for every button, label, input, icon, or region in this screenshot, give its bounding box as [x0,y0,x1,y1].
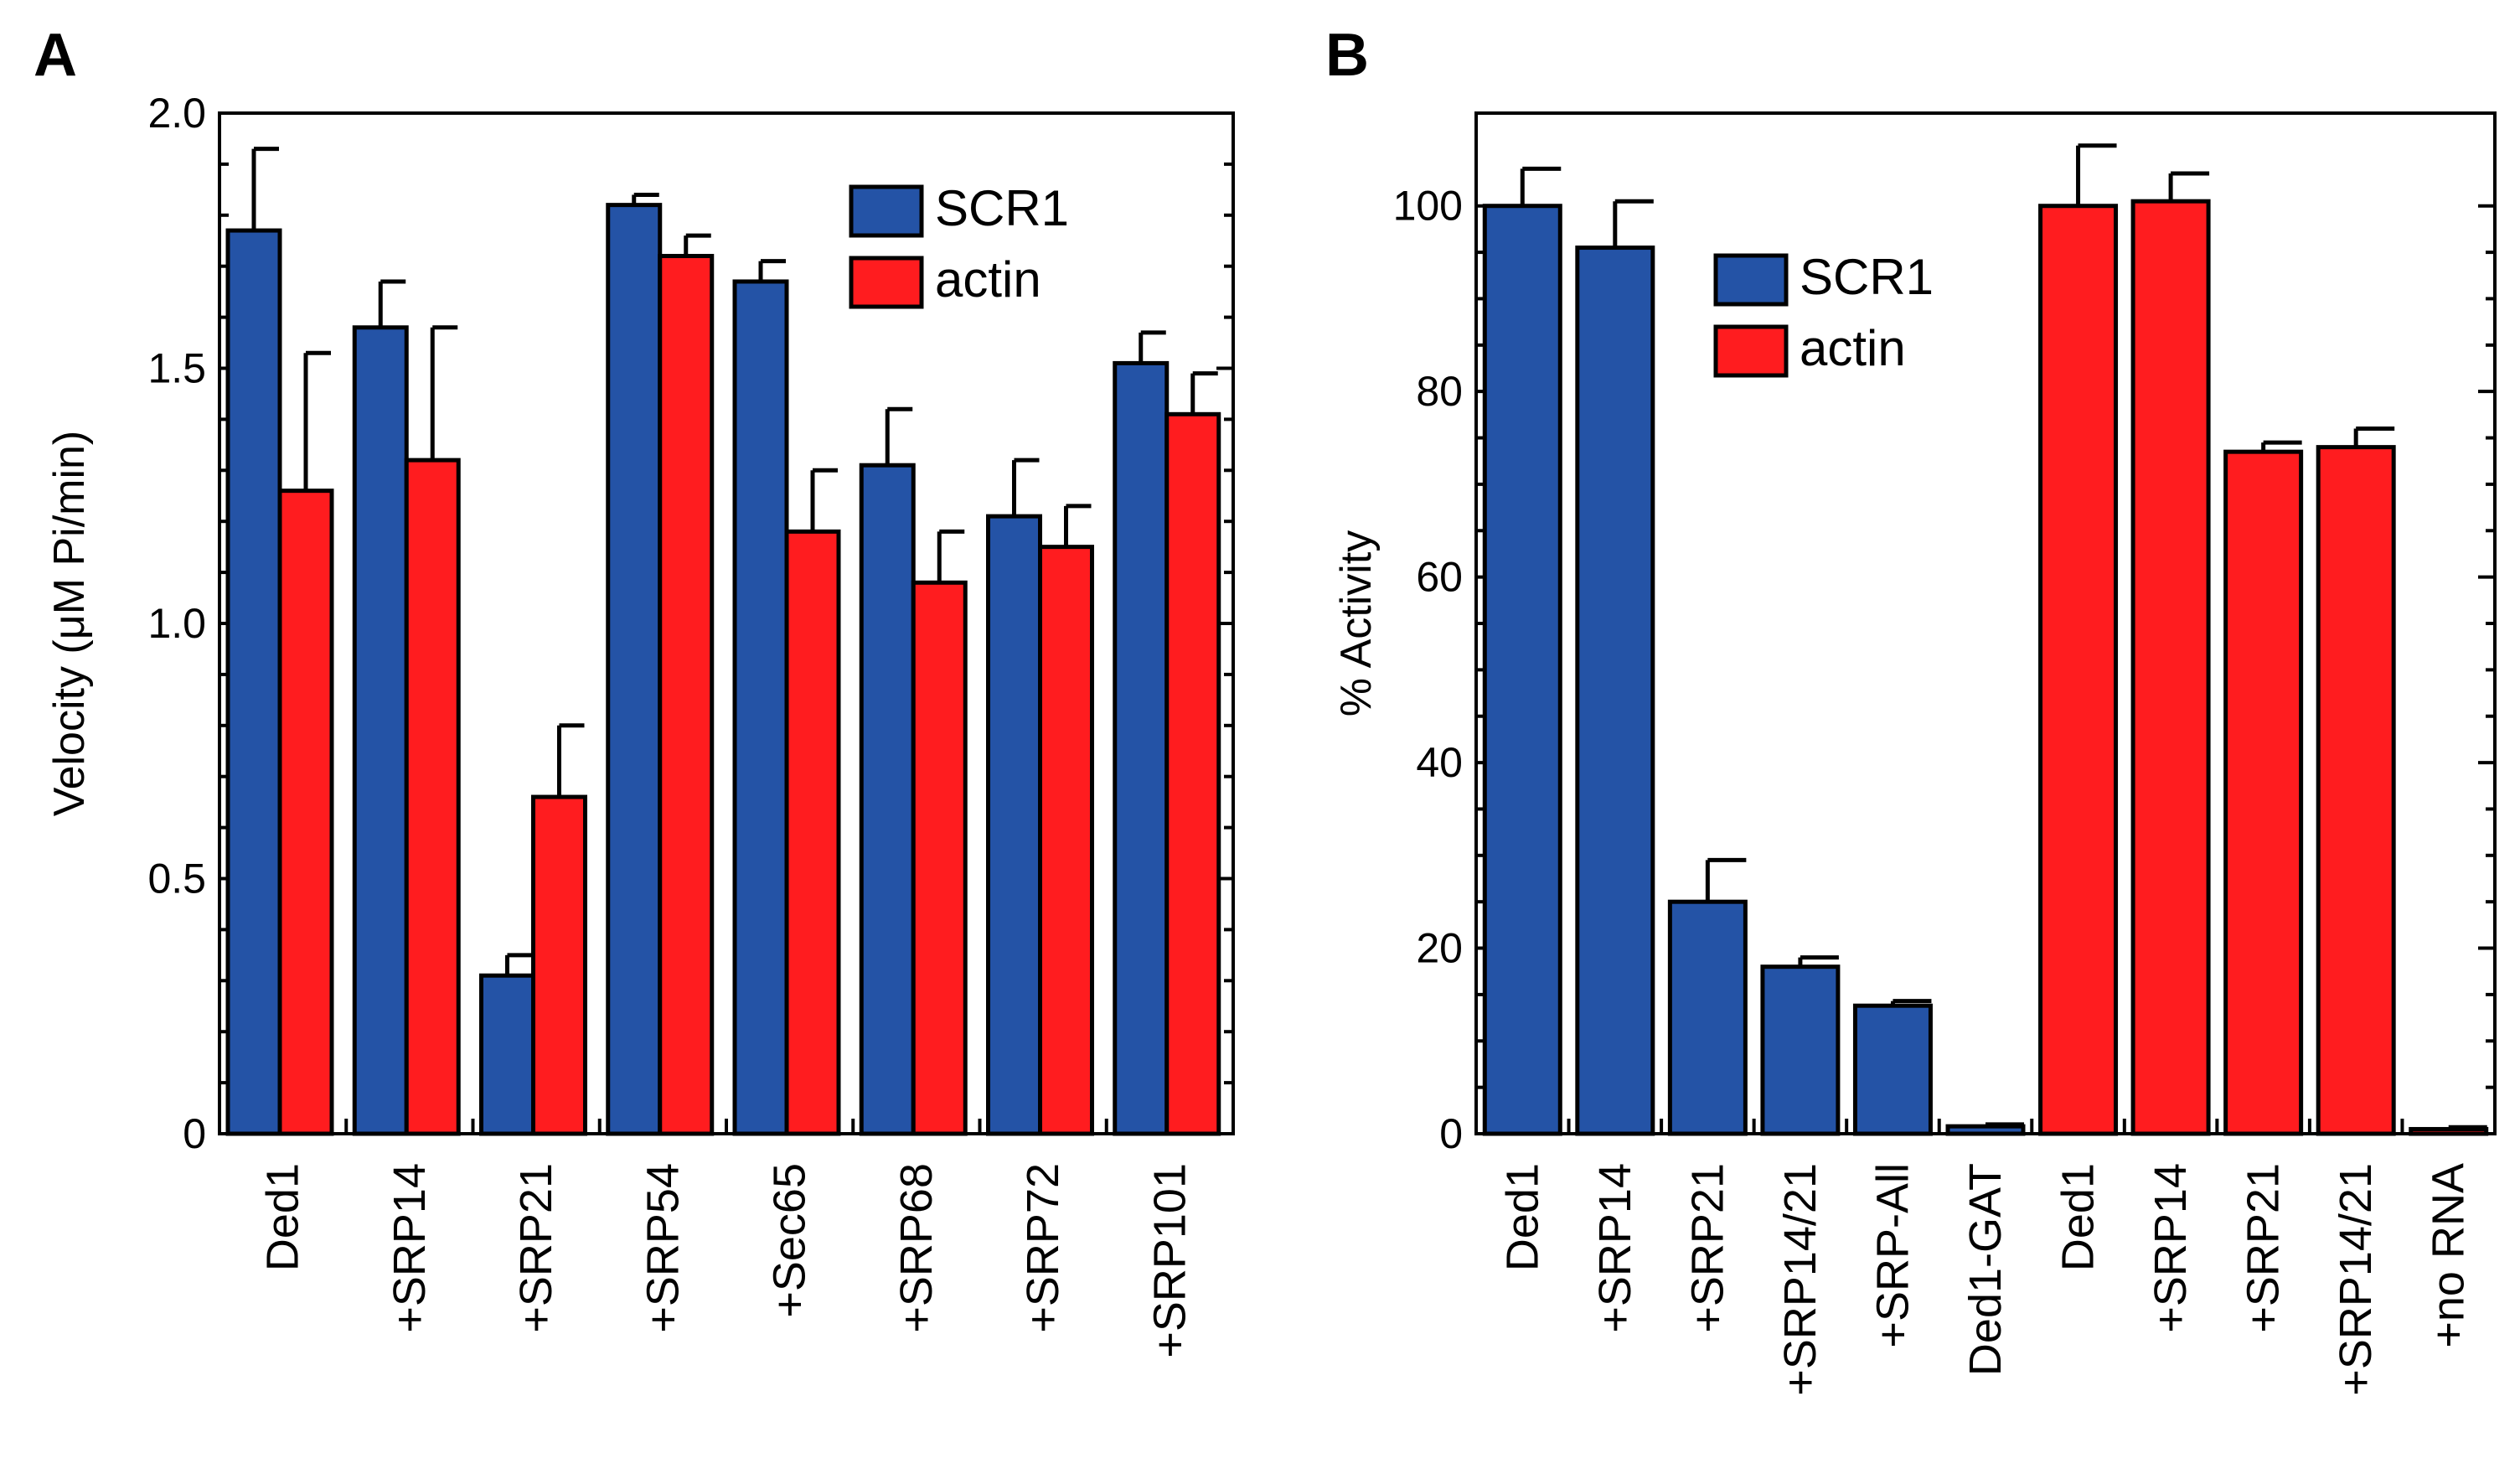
bar [404,458,461,1136]
category-label: +SRP14 [1590,1163,1640,1333]
category-label: +SRP14/21 [2331,1163,2381,1396]
panel-label: B [1325,22,1369,89]
bar [986,514,1042,1136]
category-label: +SRP14 [2146,1163,2196,1333]
bar [1575,246,1655,1136]
bar [859,463,916,1136]
bar [1164,411,1221,1136]
bar [658,254,715,1136]
legend-label-actin: actin [935,251,1041,308]
category-label: Ded1 [2053,1163,2104,1271]
bar [2223,449,2304,1136]
bar [1760,964,1841,1136]
category-label: +SRP54 [638,1163,688,1333]
bar [784,529,841,1136]
bar [1482,204,1562,1136]
y-tick-label: 1.0 [147,600,206,647]
bar [2038,204,2119,1136]
bar [531,794,587,1136]
y-tick-label: 0 [183,1110,206,1157]
legend-swatch-scr1 [849,184,924,238]
y-axis-title: % Activity [1332,530,1381,717]
bar [352,325,409,1136]
category-label: +SRP21 [2239,1163,2289,1333]
panel-b: B 0 20 40 60 80 100 % Activity Ded1 +SRP14 +SRP21 +… [1325,22,2497,1396]
category-label: +SRP72 [1018,1163,1068,1333]
bar [2409,1126,2489,1136]
panel-a: A 0 0.5 1.0 1.5 2.0 Velocity (μM Pi/min) Ded1 +S… [34,22,1235,1358]
legend-swatch-actin [1713,324,1789,378]
bar [1945,1124,2026,1136]
bar [1113,360,1170,1136]
bar [732,279,789,1136]
category-label: +SRP14/21 [1775,1163,1825,1396]
legend-label-scr1: SCR1 [1800,249,1934,305]
panel-label: A [34,22,77,89]
y-tick-label: 20 [1416,925,1463,972]
y-tick-label: 40 [1416,739,1463,786]
category-label: +SRP101 [1144,1163,1195,1358]
category-label: +no RNA [2424,1163,2474,1348]
bar [1038,545,1094,1136]
bar [911,580,968,1136]
bar [606,203,663,1136]
legend-label-actin: actin [1800,320,1906,376]
bar [1667,899,1748,1136]
category-label: +SRP21 [1682,1163,1732,1333]
y-tick-label: 0.5 [147,856,206,902]
y-axis-title: Velocity (μM Pi/min) [45,431,94,816]
y-tick-label: 100 [1393,183,1463,230]
bar [225,228,282,1136]
y-tick-label: 0 [1439,1110,1463,1157]
bar [1852,1003,1933,1136]
bar [479,973,535,1136]
category-label: +SRP-All [1867,1163,1918,1348]
y-tick-label: 1.5 [147,345,206,392]
category-label: Ded1-GAT [1960,1163,2011,1376]
category-label: +SRP14 [385,1163,435,1333]
y-tick-label: 80 [1416,368,1463,415]
legend-swatch-actin [849,256,924,309]
bar [277,489,334,1136]
category-label: +SRP21 [511,1163,561,1333]
category-label: +Sec65 [765,1163,815,1318]
y-tick-label: 60 [1416,554,1463,601]
bar [2316,445,2396,1136]
legend-swatch-scr1 [1713,253,1789,307]
y-tick-label: 2.0 [147,90,206,137]
category-label: Ded1 [1497,1163,1547,1271]
category-label: +SRP68 [891,1163,942,1333]
category-label: Ded1 [258,1163,308,1271]
legend-label-scr1: SCR1 [935,180,1069,236]
bar [2130,199,2211,1136]
